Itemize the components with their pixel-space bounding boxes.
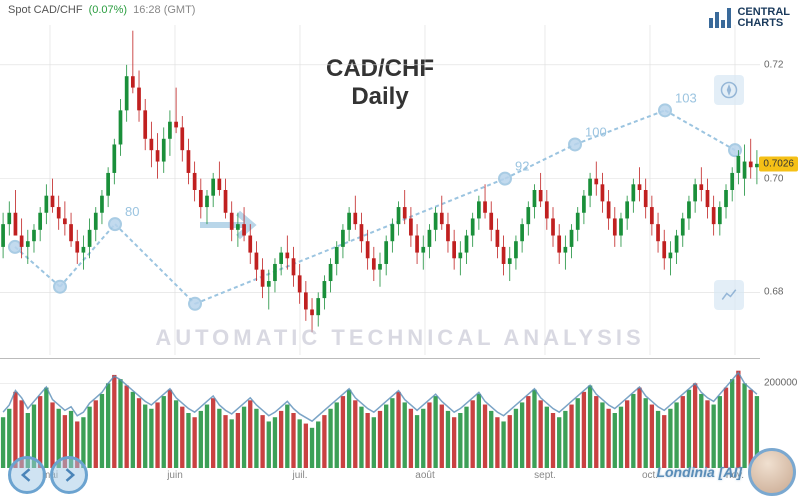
xaxis: maijuinjuil.aoûtsept.oct.nov. bbox=[0, 470, 760, 490]
compass-icon[interactable] bbox=[714, 75, 744, 105]
pct-change: (0.07%) bbox=[89, 4, 128, 16]
nav-prev-button[interactable] bbox=[8, 456, 46, 494]
symbol-label: Spot CAD/CHF bbox=[8, 4, 83, 16]
time-label: 16:28 (GMT) bbox=[133, 4, 195, 16]
nav-next-button[interactable] bbox=[50, 456, 88, 494]
price-chart[interactable]: 80 92 100 103 bbox=[0, 25, 760, 355]
svg-text:80: 80 bbox=[125, 204, 139, 219]
svg-text:100: 100 bbox=[585, 124, 607, 139]
ai-avatar[interactable] bbox=[748, 448, 796, 496]
svg-text:103: 103 bbox=[675, 90, 697, 105]
nav-controls bbox=[8, 456, 88, 494]
chart-header: Spot CAD/CHF (0.07%) 16:28 (GMT) bbox=[8, 4, 195, 16]
svg-text:92: 92 bbox=[515, 159, 529, 174]
last-price-tag: 0.7026 bbox=[759, 156, 798, 171]
price-yaxis: 0.680.700.720.7026 bbox=[760, 25, 800, 355]
londinia-label: Londinia [AI] bbox=[656, 464, 742, 480]
volume-chart[interactable] bbox=[0, 358, 760, 468]
chart-icon[interactable] bbox=[714, 280, 744, 310]
